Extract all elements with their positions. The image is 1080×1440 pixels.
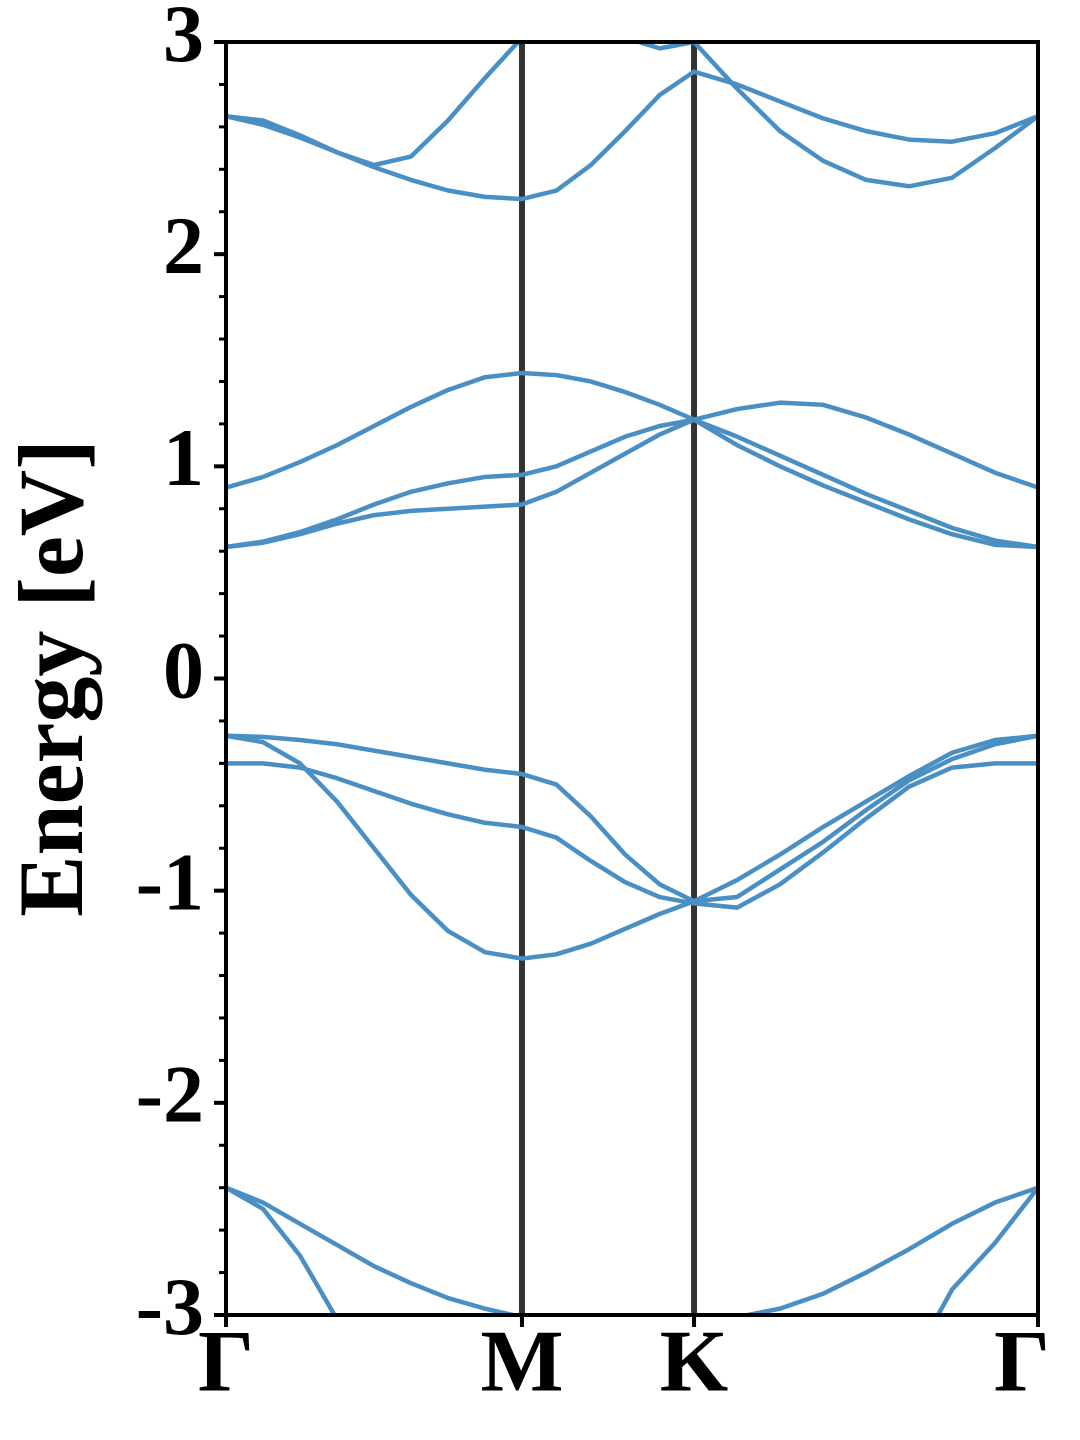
y-tick-label: 2	[163, 200, 204, 291]
band-line	[226, 1185, 1038, 1315]
band-line	[226, 417, 1038, 550]
y-tick-label: 0	[163, 624, 204, 715]
y-axis-label: Energy [eV]	[0, 439, 102, 917]
band-line	[226, 761, 1038, 910]
band-line	[226, 42, 1038, 189]
y-tick-label: -1	[136, 836, 204, 927]
band-line	[226, 417, 1038, 550]
y-tick-label: 1	[163, 412, 204, 503]
plot-frame	[224, 40, 1040, 1317]
x-tick-label: Γ	[198, 1314, 254, 1411]
plot-area	[226, 42, 1038, 1315]
y-tick-label: -2	[136, 1049, 204, 1140]
x-tick-label: M	[480, 1314, 563, 1411]
x-tick-label: K	[660, 1314, 728, 1411]
band-line	[226, 733, 1038, 961]
y-tick-label: 3	[163, 0, 204, 79]
band-line	[226, 733, 1038, 904]
band-line	[226, 69, 1038, 202]
band-line	[226, 1185, 1038, 1315]
y-tick-label: -3	[136, 1261, 204, 1352]
x-tick-label: Γ	[994, 1314, 1050, 1411]
band-line	[226, 370, 1038, 490]
